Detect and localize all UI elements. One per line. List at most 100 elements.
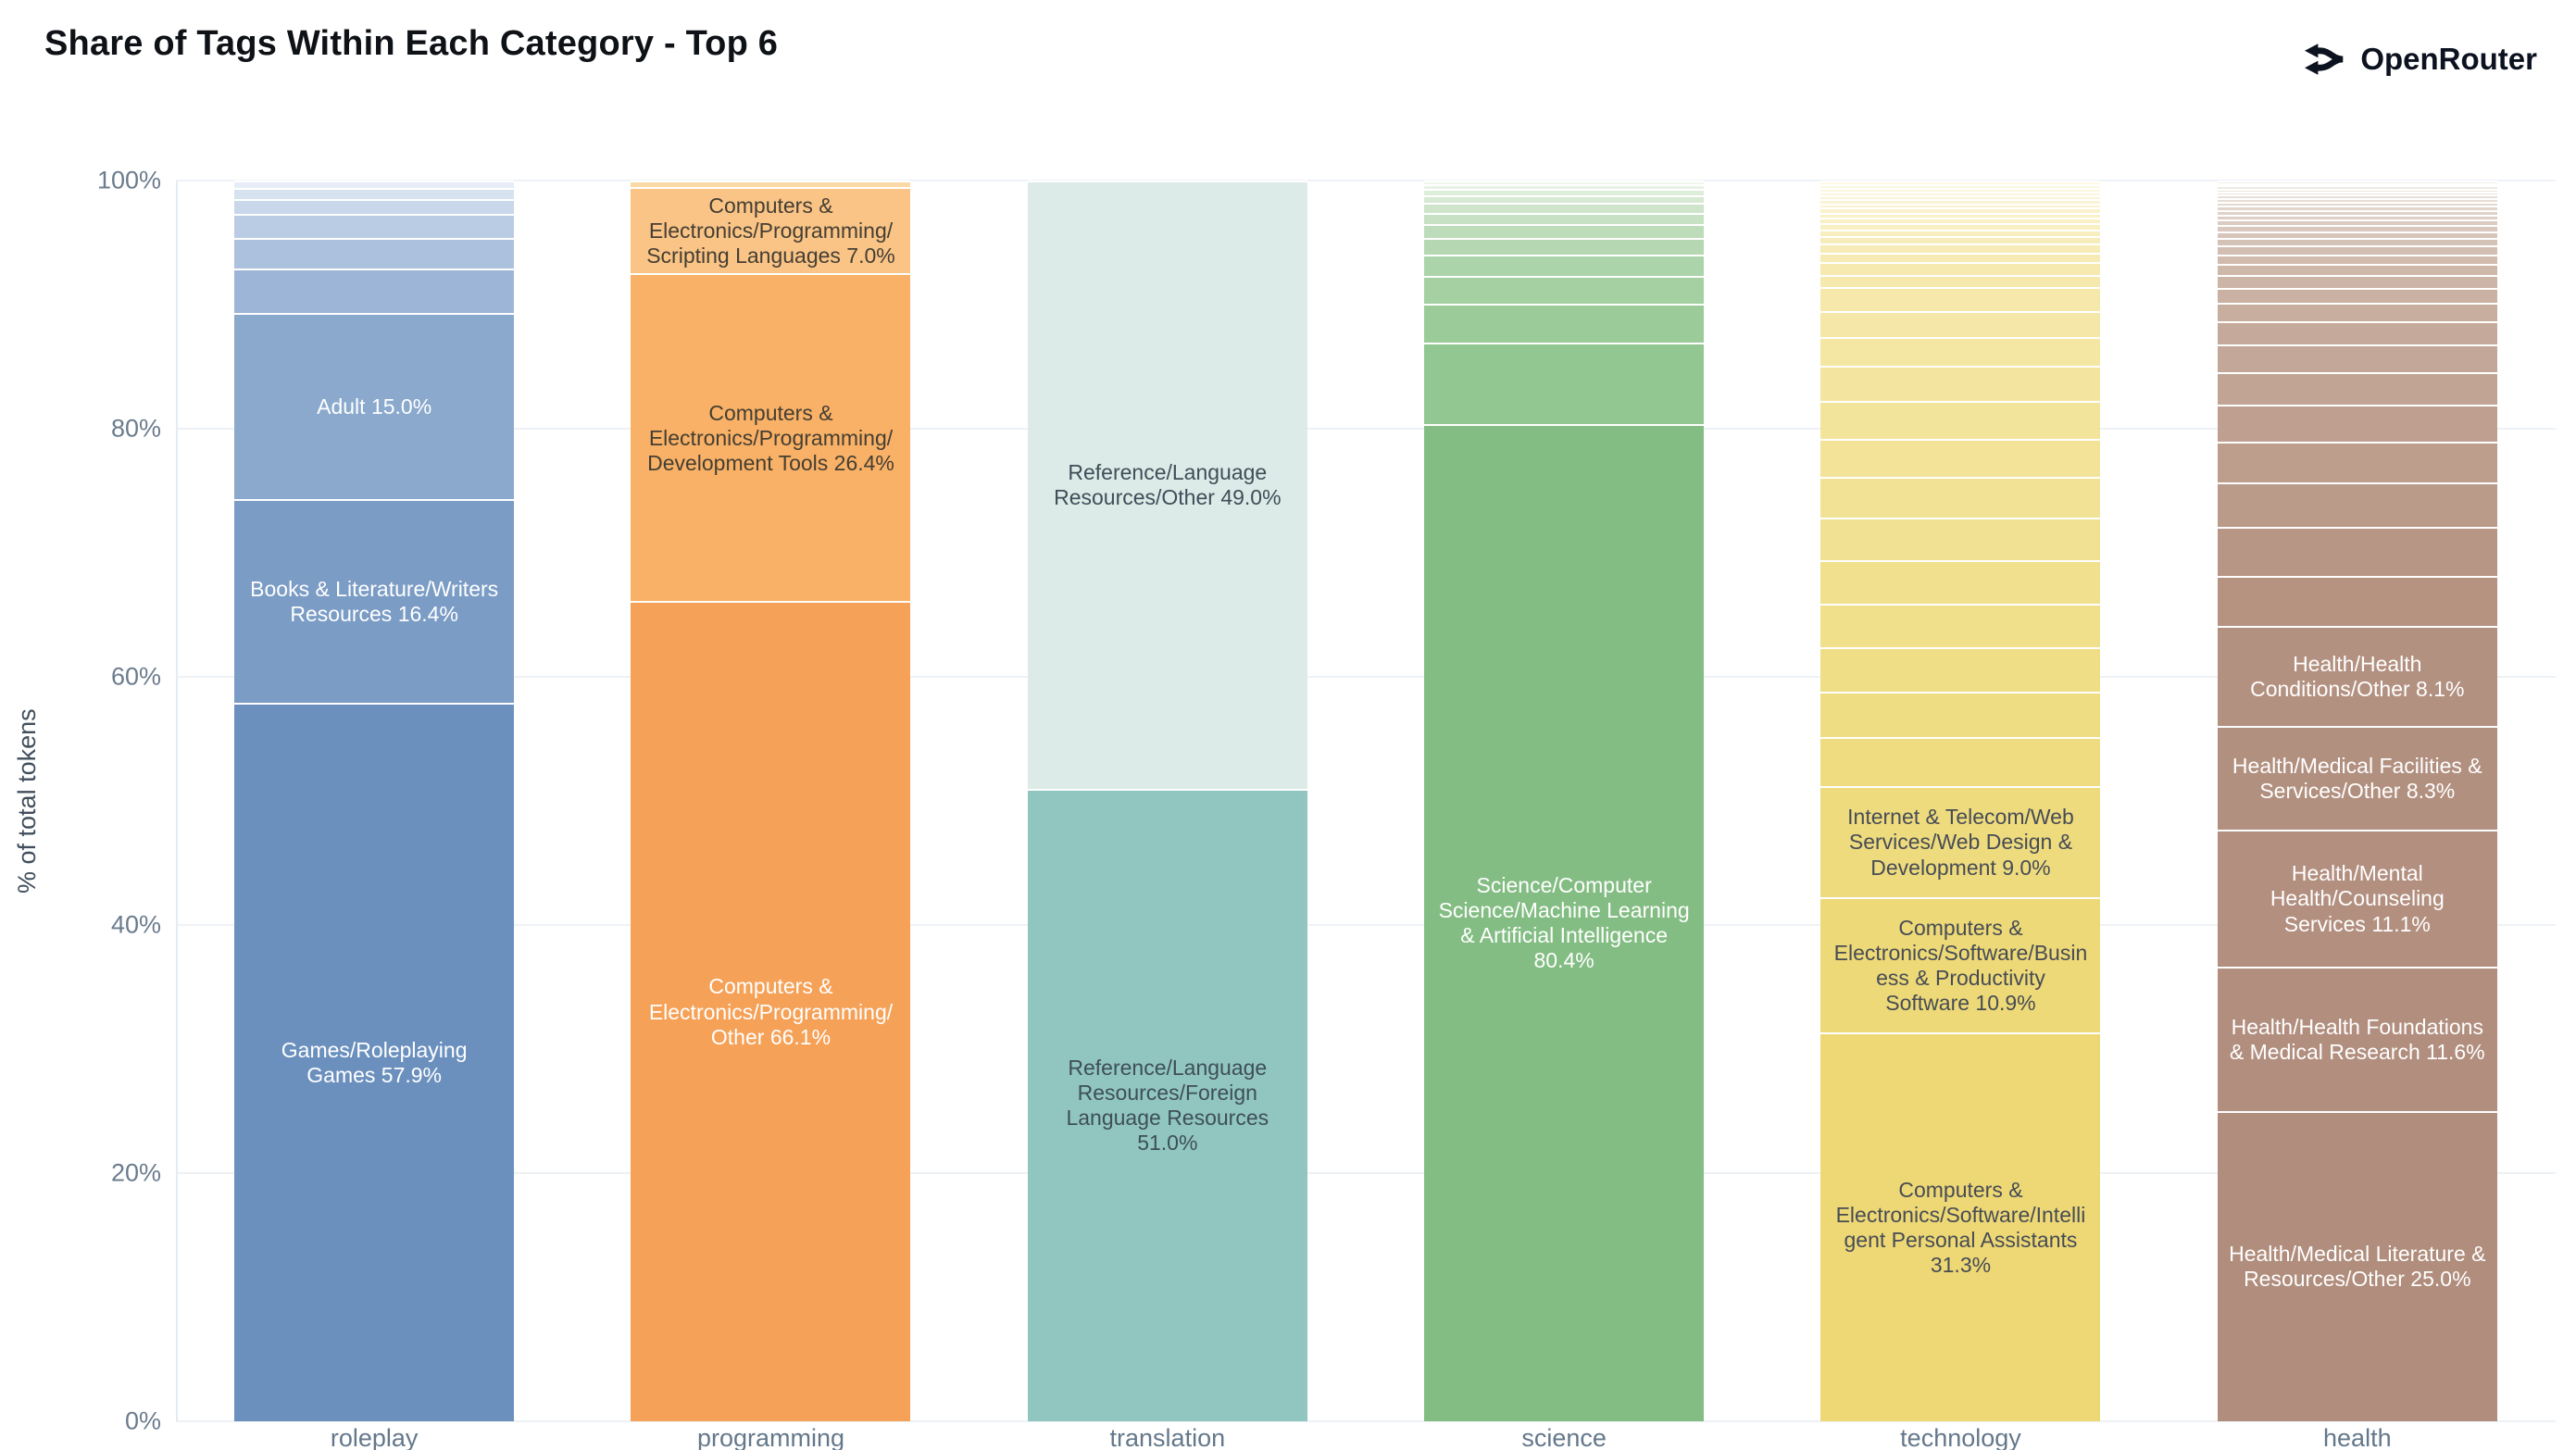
bar-segment-small-health-28[interactable]: [2217, 575, 2497, 626]
bar-segment-small-technology-25[interactable]: [1820, 559, 2101, 604]
bar-segment-small-health-9[interactable]: [2217, 210, 2497, 215]
bar-segment-small-health-1[interactable]: [2217, 182, 2497, 186]
bar-segment-small-science-4[interactable]: [1424, 203, 1705, 213]
bar-segment-small-roleplay-4[interactable]: [234, 237, 515, 269]
bar-segment-small-science-3[interactable]: [1424, 195, 1705, 204]
bar-segment-health[interactable]: Health/Health Foundations & Medical Rese…: [2217, 967, 2497, 1111]
bar-segment-roleplay[interactable]: Games/Roleplaying Games 57.9%: [234, 703, 515, 1421]
bar-segment-small-technology-4[interactable]: [1820, 195, 2101, 200]
bar-segment-small-technology-6[interactable]: [1820, 203, 2101, 208]
bar-segment-small-health-8[interactable]: [2217, 206, 2497, 211]
bar-segment-small-technology-18[interactable]: [1820, 310, 2101, 337]
bar-segment-technology[interactable]: Internet & Telecom/Web Services/Web Desi…: [1820, 785, 2101, 898]
bar-segment-small-technology-7[interactable]: [1820, 207, 2101, 213]
bar-segment-small-technology-11[interactable]: [1820, 229, 2101, 237]
bar-segment-small-technology-19[interactable]: [1820, 336, 2101, 366]
bar-segment-technology[interactable]: Computers & Electronics/Software/Busines…: [1820, 897, 2101, 1033]
bar-segment-small-technology-5[interactable]: [1820, 199, 2101, 204]
bar-segment-small-science-8[interactable]: [1424, 255, 1705, 277]
bar-segment-small-health-11[interactable]: [2217, 219, 2497, 226]
bar-segment-roleplay[interactable]: Books & Literature/Writers Resources 16.…: [234, 499, 515, 704]
bar-segment-health[interactable]: Health/Mental Health/Counseling Services…: [2217, 829, 2497, 968]
bar-segment-small-health-15[interactable]: [2217, 245, 2497, 255]
bar-segment-small-health-27[interactable]: [2217, 527, 2497, 576]
x-axis-labels: roleplay programming translation science tec…: [176, 1424, 2556, 1450]
bar-segment-technology[interactable]: Computers & Electronics/Software/Intelli…: [1820, 1032, 2101, 1421]
bar-segment-small-technology-20[interactable]: [1820, 365, 2101, 402]
bar-segment-programming[interactable]: Computers & Electronics/Programming/Deve…: [631, 273, 911, 602]
bar-segment-small-technology-2[interactable]: [1820, 188, 2101, 193]
page-title: Share of Tags Within Each Category - Top…: [44, 24, 779, 63]
bar-segment-small-roleplay-3[interactable]: [234, 214, 515, 238]
bar-segment-small-technology-26[interactable]: [1820, 603, 2101, 647]
bar-segment-small-health-16[interactable]: [2217, 254, 2497, 265]
bar-segment-small-technology-13[interactable]: [1820, 244, 2101, 253]
bar-segment-small-health-6[interactable]: [2217, 198, 2497, 203]
bar-segment-small-technology-12[interactable]: [1820, 236, 2101, 244]
bar-segment-small-health-13[interactable]: [2217, 231, 2497, 239]
x-axis-label-health: health: [2323, 1424, 2392, 1450]
bar-segment-small-health-3[interactable]: [2217, 188, 2497, 193]
bar-segment-small-science-2[interactable]: [1424, 189, 1705, 196]
bar-segment-small-programming-0[interactable]: [631, 181, 911, 187]
bar-segment-small-technology-16[interactable]: [1820, 274, 2101, 288]
bar-segment-small-technology-1[interactable]: [1820, 184, 2101, 189]
bar-segment-translation[interactable]: Reference/Language Resources/Foreign Lan…: [1027, 788, 1307, 1421]
bar-segment-small-science-9[interactable]: [1424, 276, 1705, 304]
bar-segment-health[interactable]: Health/Medical Literature & Resources/Ot…: [2217, 1110, 2497, 1421]
bar-segment-programming[interactable]: Computers & Electronics/Programming/Othe…: [631, 601, 911, 1421]
bar-segment-small-health-14[interactable]: [2217, 238, 2497, 246]
bar-segment-small-health-17[interactable]: [2217, 264, 2497, 276]
bar-segment-small-technology-0[interactable]: [1820, 181, 2101, 185]
bar-segment-small-health-24[interactable]: [2217, 404, 2497, 442]
bar-segment-small-health-12[interactable]: [2217, 225, 2497, 231]
bar-segment-small-technology-14[interactable]: [1820, 252, 2101, 263]
bar-segment-small-health-5[interactable]: [2217, 194, 2497, 199]
bar-segment-small-science-1[interactable]: [1424, 184, 1705, 190]
x-axis-label-technology: technology: [1900, 1424, 2021, 1450]
bar-segment-programming[interactable]: Computers & Electronics/Programming/Scri…: [631, 186, 911, 274]
bar-segment-small-health-4[interactable]: [2217, 192, 2497, 195]
bar-segment-small-health-7[interactable]: [2217, 202, 2497, 206]
bar-segment-small-health-22[interactable]: [2217, 344, 2497, 372]
bar-segment-small-technology-24[interactable]: [1820, 518, 2101, 560]
y-tick-label-80: 80%: [110, 414, 161, 443]
bar-segment-small-health-0[interactable]: [2217, 181, 2497, 183]
bar-segment-small-science-7[interactable]: [1424, 237, 1705, 256]
bar-segment-small-technology-27[interactable]: [1820, 646, 2101, 692]
bar-segment-small-technology-29[interactable]: [1820, 737, 2101, 786]
bar-segment-small-science-0[interactable]: [1424, 181, 1705, 185]
bar-segment-small-technology-21[interactable]: [1820, 401, 2101, 439]
bar-segment-small-science-11[interactable]: [1424, 343, 1705, 424]
bar-segment-small-technology-8[interactable]: [1820, 212, 2101, 219]
bar-segment-small-health-10[interactable]: [2217, 214, 2497, 220]
bar-segment-small-technology-22[interactable]: [1820, 438, 2101, 478]
bar-segment-science[interactable]: Science/Computer Science/Machine Learnin…: [1424, 423, 1705, 1421]
bar-segment-small-health-20[interactable]: [2217, 302, 2497, 321]
bar-segment-small-technology-17[interactable]: [1820, 287, 2101, 311]
bar-segment-small-health-18[interactable]: [2217, 275, 2497, 288]
bar-segment-small-technology-10[interactable]: [1820, 223, 2101, 230]
bar-segment-roleplay[interactable]: Adult 15.0%: [234, 313, 515, 500]
bar-segment-small-health-19[interactable]: [2217, 287, 2497, 303]
bar-segment-small-health-25[interactable]: [2217, 441, 2497, 483]
bar-segment-health[interactable]: Health/Medical Facilities & Services/Oth…: [2217, 726, 2497, 830]
bar-segment-small-roleplay-2[interactable]: [234, 199, 515, 215]
bar-segment-small-technology-9[interactable]: [1820, 218, 2101, 224]
bar-segment-small-roleplay-0[interactable]: [234, 181, 515, 189]
bar-segment-small-technology-23[interactable]: [1820, 477, 2101, 519]
bar-segment-small-health-23[interactable]: [2217, 371, 2497, 405]
bar-segment-health[interactable]: Health/Health Conditions/Other 8.1%: [2217, 625, 2497, 727]
bar-segment-small-science-6[interactable]: [1424, 223, 1705, 238]
bar-segment-small-technology-3[interactable]: [1820, 192, 2101, 196]
bar-segment-small-health-21[interactable]: [2217, 320, 2497, 345]
bar-segment-small-health-26[interactable]: [2217, 482, 2497, 528]
bar-segment-translation[interactable]: Reference/Language Resources/Other 49.0%: [1027, 181, 1307, 789]
bar-segment-small-roleplay-5[interactable]: [234, 269, 515, 314]
bar-segment-small-health-2[interactable]: [2217, 185, 2497, 189]
bar-segment-small-technology-28[interactable]: [1820, 691, 2101, 738]
bar-segment-small-roleplay-1[interactable]: [234, 188, 515, 200]
bar-segment-small-technology-15[interactable]: [1820, 262, 2101, 275]
bar-segment-small-science-5[interactable]: [1424, 212, 1705, 224]
bar-segment-small-science-10[interactable]: [1424, 303, 1705, 344]
